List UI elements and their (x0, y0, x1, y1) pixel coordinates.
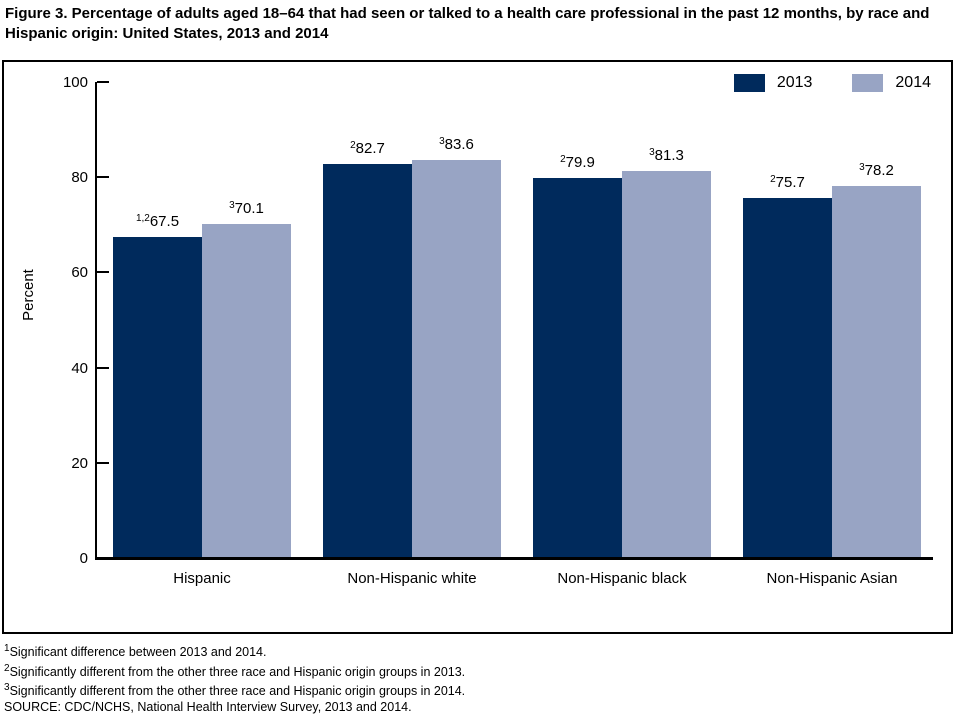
y-tick-label: 100 (62, 74, 88, 91)
legend-swatch-2013 (733, 74, 765, 92)
y-tick-label: 80 (71, 169, 88, 187)
bar-2013-non-hispanic-asian (743, 197, 832, 558)
bar-value-label: 381.3 (649, 147, 684, 164)
bar-2014-non-hispanic-asian (832, 185, 921, 558)
bar-value-label: 1,267.5 (135, 212, 180, 230)
figure-title: Figure 3. Percentage of adults aged 18–6… (5, 5, 930, 42)
value-superscript: 3 (859, 161, 865, 173)
value-superscript: 2 (770, 173, 776, 185)
bar-value-label: 282.7 (350, 140, 385, 158)
footnote-line: SOURCE: CDC/NCHS, National Health Interv… (4, 699, 412, 714)
y-tick-mark (97, 176, 109, 179)
footnote-superscript: 1 (4, 643, 10, 654)
bar-2014-non-hispanic-white (412, 160, 501, 558)
x-category-label: Hispanic (173, 570, 231, 587)
y-tick-mark (97, 461, 109, 464)
legend: 2013 2014 (733, 74, 931, 92)
bar-value-label: 275.7 (770, 173, 805, 191)
y-tick-label: 40 (71, 359, 88, 377)
x-category-label: Non-Hispanic Asian (766, 570, 898, 587)
y-axis-label: Percent (20, 269, 37, 321)
footnotes: 1Significant difference between 2013 and… (4, 641, 465, 715)
value-superscript: 2 (350, 140, 356, 152)
y-tick-mark (97, 271, 109, 274)
bar-value-label: 383.6 (439, 136, 474, 154)
y-tick-mark (97, 366, 109, 369)
footnote-superscript: 3 (4, 682, 10, 694)
x-category-label: Non-Hispanic white (347, 570, 477, 587)
bar-2014-hispanic (202, 224, 291, 558)
y-tick-label: 20 (71, 454, 88, 472)
bar-2013-non-hispanic-white (323, 164, 412, 558)
legend-label-2014: 2014 (895, 74, 931, 91)
legend-item-2014: 2014 (852, 74, 931, 92)
y-axis-line (95, 82, 97, 560)
bar-2013-non-hispanic-black (533, 177, 622, 558)
legend-label-2013: 2013 (776, 74, 813, 91)
bar-value-label: 378.2 (859, 161, 894, 179)
footnote-line: 3Significantly different from the other … (4, 682, 466, 699)
footnote-line: 1Significant difference between 2013 and… (4, 643, 267, 660)
footnote-line: 2Significantly different from the other … (4, 662, 466, 679)
value-superscript: 3 (229, 200, 235, 212)
x-category-label: Non-Hispanic black (557, 570, 687, 587)
x-axis-line (95, 557, 933, 560)
legend-swatch-2014 (852, 74, 884, 92)
bar-2014-non-hispanic-black (622, 171, 711, 558)
chart-area: 2013 2014 Percent 0 20 40 60 80 100 1,267.5 370… (2, 60, 953, 634)
footnote-superscript: 2 (4, 662, 10, 674)
value-superscript: 3 (439, 136, 445, 148)
y-tick-label: 60 (71, 264, 88, 282)
bar-value-label: 279.9 (560, 153, 595, 171)
value-superscript: 3 (649, 147, 655, 158)
legend-item-2013: 2013 (733, 74, 813, 92)
bar-value-label: 370.1 (229, 200, 264, 218)
y-tick-mark (97, 81, 109, 83)
value-superscript: 1,2 (135, 212, 150, 224)
value-superscript: 2 (560, 153, 566, 165)
bar-2013-hispanic (113, 236, 202, 558)
y-tick-label: 0 (79, 550, 88, 567)
